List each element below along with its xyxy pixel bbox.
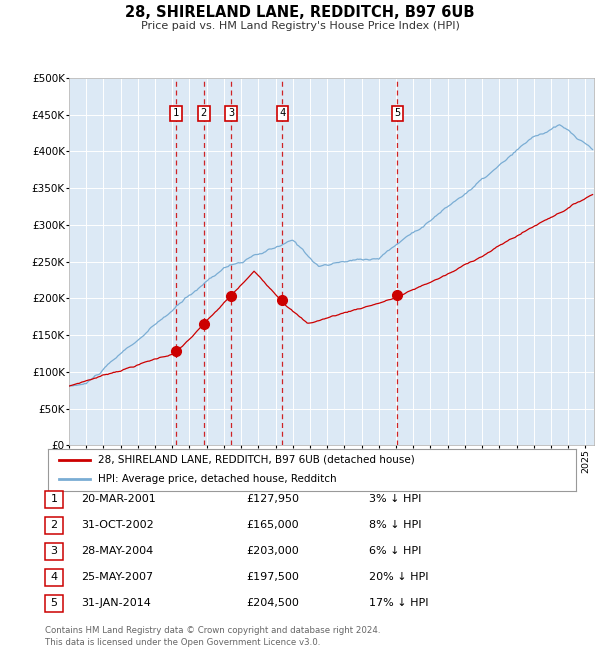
Text: 25-MAY-2007: 25-MAY-2007 [81, 572, 153, 582]
Text: 3: 3 [50, 546, 58, 556]
Text: Price paid vs. HM Land Registry's House Price Index (HPI): Price paid vs. HM Land Registry's House … [140, 21, 460, 31]
Text: 3% ↓ HPI: 3% ↓ HPI [369, 494, 421, 504]
Text: 31-OCT-2002: 31-OCT-2002 [81, 520, 154, 530]
Text: 2: 2 [200, 109, 207, 118]
Text: Contains HM Land Registry data © Crown copyright and database right 2024.
This d: Contains HM Land Registry data © Crown c… [45, 626, 380, 647]
Text: 3: 3 [228, 109, 234, 118]
Text: 8% ↓ HPI: 8% ↓ HPI [369, 520, 421, 530]
Text: £165,000: £165,000 [246, 520, 299, 530]
Text: 31-JAN-2014: 31-JAN-2014 [81, 598, 151, 608]
Text: 4: 4 [280, 109, 286, 118]
Text: 28, SHIRELAND LANE, REDDITCH, B97 6UB (detached house): 28, SHIRELAND LANE, REDDITCH, B97 6UB (d… [98, 455, 415, 465]
Text: 5: 5 [394, 109, 401, 118]
Text: 28, SHIRELAND LANE, REDDITCH, B97 6UB: 28, SHIRELAND LANE, REDDITCH, B97 6UB [125, 5, 475, 20]
Text: 1: 1 [50, 494, 58, 504]
Text: 1: 1 [173, 109, 179, 118]
Text: £127,950: £127,950 [246, 494, 299, 504]
Text: 28-MAY-2004: 28-MAY-2004 [81, 546, 153, 556]
Text: £203,000: £203,000 [246, 546, 299, 556]
Text: 20-MAR-2001: 20-MAR-2001 [81, 494, 156, 504]
Text: £204,500: £204,500 [246, 598, 299, 608]
Text: 2: 2 [50, 520, 58, 530]
Text: 17% ↓ HPI: 17% ↓ HPI [369, 598, 428, 608]
Text: HPI: Average price, detached house, Redditch: HPI: Average price, detached house, Redd… [98, 474, 337, 484]
Text: 5: 5 [50, 598, 58, 608]
Text: 20% ↓ HPI: 20% ↓ HPI [369, 572, 428, 582]
Text: £197,500: £197,500 [246, 572, 299, 582]
Text: 4: 4 [50, 572, 58, 582]
Text: 6% ↓ HPI: 6% ↓ HPI [369, 546, 421, 556]
